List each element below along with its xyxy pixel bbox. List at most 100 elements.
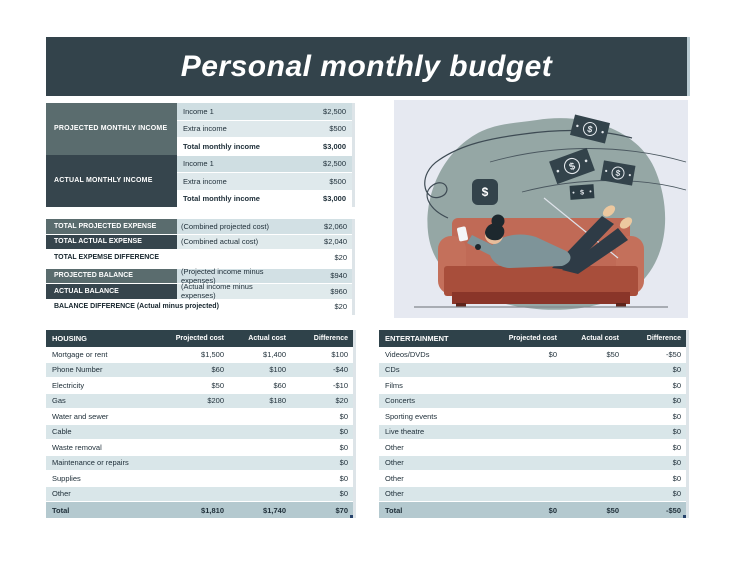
difference-cell[interactable]: -$40 (332, 365, 348, 375)
difference-cell[interactable]: $100 (331, 349, 348, 359)
income-item-cell[interactable]: Income 1 (183, 159, 214, 169)
summary-value-cell[interactable]: $2,060 (284, 219, 352, 234)
difference-cell[interactable]: $0 (672, 365, 681, 375)
table-row[interactable]: Supplies $0 (46, 471, 353, 487)
actual-cost-cell[interactable]: $1,400 (263, 349, 286, 359)
difference-cell[interactable]: $0 (672, 396, 681, 406)
table-row[interactable]: Other $0 (379, 455, 686, 471)
actual-cost-cell[interactable]: $60 (273, 380, 286, 390)
income-item-cell[interactable]: Total monthly income (183, 194, 260, 204)
difference-cell[interactable]: $0 (672, 411, 681, 421)
income-value-cell[interactable]: $2,500 (323, 106, 346, 116)
item-cell[interactable]: Phone Number (52, 365, 103, 375)
item-cell[interactable]: Concerts (385, 396, 416, 406)
summary-value-cell[interactable]: $20 (284, 250, 352, 265)
item-cell[interactable]: Mortgage or rent (52, 349, 108, 359)
income-row[interactable]: Extra income $500 (177, 173, 352, 191)
income-row[interactable]: Extra income $500 (177, 120, 352, 138)
housing-total-row[interactable]: Total $1,810 $1,740 $70 (46, 502, 353, 518)
income-value-cell[interactable]: $2,500 (323, 159, 346, 169)
table-row[interactable]: Sporting events $0 (379, 409, 686, 425)
table-row[interactable]: Maintenance or repairs $0 (46, 455, 353, 471)
item-cell[interactable]: Gas (52, 396, 66, 406)
item-cell[interactable]: Films (385, 380, 403, 390)
table-row[interactable]: Other $0 (379, 486, 686, 502)
difference-cell[interactable]: $0 (339, 427, 348, 437)
income-value-cell[interactable]: $3,000 (323, 141, 346, 151)
income-item-cell[interactable]: Income 1 (183, 106, 214, 116)
income-value-cell[interactable]: $500 (329, 124, 346, 134)
projected-cost-cell[interactable]: $1,500 (201, 349, 224, 359)
summary-row[interactable]: ACTUAL BALANCE (Actual income minus expe… (46, 282, 352, 300)
table-row[interactable]: Electricity $50 $60 -$10 (46, 378, 353, 394)
actual-cost-cell[interactable]: $50 (606, 349, 619, 359)
item-cell[interactable]: CDs (385, 365, 400, 375)
income-row[interactable]: Total monthly income $3,000 (177, 138, 352, 156)
difference-cell[interactable]: $0 (672, 489, 681, 499)
income-item-cell[interactable]: Extra income (183, 176, 227, 186)
item-cell[interactable]: Water and sewer (52, 411, 109, 421)
difference-cell[interactable]: $0 (339, 473, 348, 483)
table-row[interactable]: Live theatre $0 (379, 424, 686, 440)
table-row[interactable]: Mortgage or rent $1,500 $1,400 $100 (46, 347, 353, 363)
summary-value-cell[interactable]: $20 (284, 299, 352, 314)
item-cell[interactable]: Other (385, 473, 404, 483)
actual-cost-cell[interactable]: $180 (269, 396, 286, 406)
item-cell[interactable]: Live theatre (385, 427, 425, 437)
summary-row[interactable]: BALANCE DIFFERENCE (Actual minus project… (46, 299, 352, 314)
item-cell[interactable]: Videos/DVDs (385, 349, 430, 359)
difference-cell[interactable]: $0 (339, 458, 348, 468)
item-cell[interactable]: Other (385, 489, 404, 499)
item-cell[interactable]: Waste removal (52, 442, 102, 452)
projected-cost-cell[interactable]: $0 (548, 349, 557, 359)
table-row[interactable]: Waste removal $0 (46, 440, 353, 456)
table-row[interactable]: Videos/DVDs $0 $50 -$50 (379, 347, 686, 363)
difference-cell[interactable]: $20 (335, 396, 348, 406)
difference-cell[interactable]: $0 (672, 442, 681, 452)
difference-cell[interactable]: -$50 (665, 349, 681, 359)
summary-row[interactable]: TOTAL EXPEMSE DIFFERENCE $20 (46, 250, 352, 265)
summary-value-cell[interactable]: $940 (284, 268, 352, 283)
item-cell[interactable]: Other (385, 458, 404, 468)
summary-row[interactable]: TOTAL PROJECTED EXPENSE (Combined projec… (46, 219, 352, 234)
table-row[interactable]: Gas $200 $180 $20 (46, 393, 353, 409)
table-row[interactable]: CDs $0 (379, 362, 686, 378)
income-row[interactable]: Income 1 $2,500 (177, 155, 352, 173)
projected-cost-cell[interactable]: $50 (211, 380, 224, 390)
income-row[interactable]: Total monthly income $3,000 (177, 190, 352, 207)
item-cell[interactable]: Sporting events (385, 411, 438, 421)
actual-cost-cell[interactable]: $100 (269, 365, 286, 375)
entertainment-total-row[interactable]: Total $0 $50 -$50 (379, 502, 686, 518)
item-cell[interactable]: Electricity (52, 380, 85, 390)
item-cell[interactable]: Maintenance or repairs (52, 458, 129, 468)
difference-cell[interactable]: $0 (339, 411, 348, 421)
income-row[interactable]: Income 1 $2,500 (177, 103, 352, 121)
item-cell[interactable]: Supplies (52, 473, 81, 483)
summary-value-cell[interactable]: $2,040 (284, 234, 352, 249)
item-cell[interactable]: Cable (52, 427, 72, 437)
item-cell[interactable]: Other (52, 489, 71, 499)
income-item-cell[interactable]: Total monthly income (183, 141, 260, 151)
income-item-cell[interactable]: Extra income (183, 124, 227, 134)
difference-cell[interactable]: $0 (672, 380, 681, 390)
table-row[interactable]: Water and sewer $0 (46, 409, 353, 425)
difference-cell[interactable]: $0 (672, 473, 681, 483)
difference-cell[interactable]: $0 (672, 427, 681, 437)
difference-cell[interactable]: -$10 (332, 380, 348, 390)
income-value-cell[interactable]: $3,000 (323, 194, 346, 204)
income-value-cell[interactable]: $500 (329, 176, 346, 186)
table-row[interactable]: Other $0 (379, 440, 686, 456)
projected-cost-cell[interactable]: $200 (207, 396, 224, 406)
table-row[interactable]: Phone Number $60 $100 -$40 (46, 362, 353, 378)
difference-cell[interactable]: $0 (339, 489, 348, 499)
item-cell[interactable]: Other (385, 442, 404, 452)
difference-cell[interactable]: $0 (672, 458, 681, 468)
summary-row[interactable]: PROJECTED BALANCE (Projected income minu… (46, 267, 352, 285)
summary-row[interactable]: TOTAL ACTUAL EXPENSE (Combined actual co… (46, 234, 352, 249)
summary-value-cell[interactable]: $960 (284, 284, 352, 299)
table-row[interactable]: Other $0 (46, 486, 353, 502)
table-row[interactable]: Other $0 (379, 471, 686, 487)
table-row[interactable]: Films $0 (379, 378, 686, 394)
projected-cost-cell[interactable]: $60 (211, 365, 224, 375)
difference-cell[interactable]: $0 (339, 442, 348, 452)
